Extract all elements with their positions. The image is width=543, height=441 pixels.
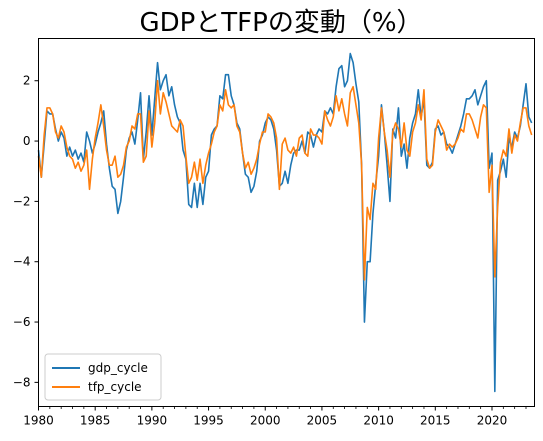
x-tick-label: 2020 xyxy=(477,414,508,428)
legend-label-gdp: gdp_cycle xyxy=(88,361,148,375)
y-tick-label: 0 xyxy=(23,134,31,148)
x-axis: 1980 1985 1990 1995 2000 2005 2010 2015 2020 xyxy=(23,406,527,428)
legend-label-tfp: tfp_cycle xyxy=(88,380,142,394)
y-tick-label: −8 xyxy=(13,375,31,389)
series-line-tfp-cycle xyxy=(37,79,533,281)
x-tick-label: 1980 xyxy=(23,414,54,428)
x-tick-label: 2005 xyxy=(307,414,338,428)
plot-frame xyxy=(38,38,535,407)
legend-box xyxy=(44,353,162,401)
y-tick-label: −2 xyxy=(13,194,31,208)
chart-title: GDPとTFPの変動（%） xyxy=(139,8,422,38)
legend: gdp_cycle tfp_cycle xyxy=(44,353,162,401)
series-line-gdp-cycle xyxy=(37,52,533,393)
x-tick-label: 1990 xyxy=(137,414,168,428)
x-tick-label: 1995 xyxy=(193,414,224,428)
y-axis: 2 0 −2 −4 −6 −8 xyxy=(13,74,39,389)
x-tick-label: 2010 xyxy=(363,414,394,428)
y-tick-label: 2 xyxy=(23,74,31,88)
y-tick-label: −6 xyxy=(13,315,31,329)
x-tick-label: 2015 xyxy=(420,414,451,428)
y-tick-label: −4 xyxy=(13,255,31,269)
plot-area xyxy=(37,52,533,393)
x-tick-label: 2000 xyxy=(250,414,281,428)
x-tick-label: 1985 xyxy=(80,414,111,428)
